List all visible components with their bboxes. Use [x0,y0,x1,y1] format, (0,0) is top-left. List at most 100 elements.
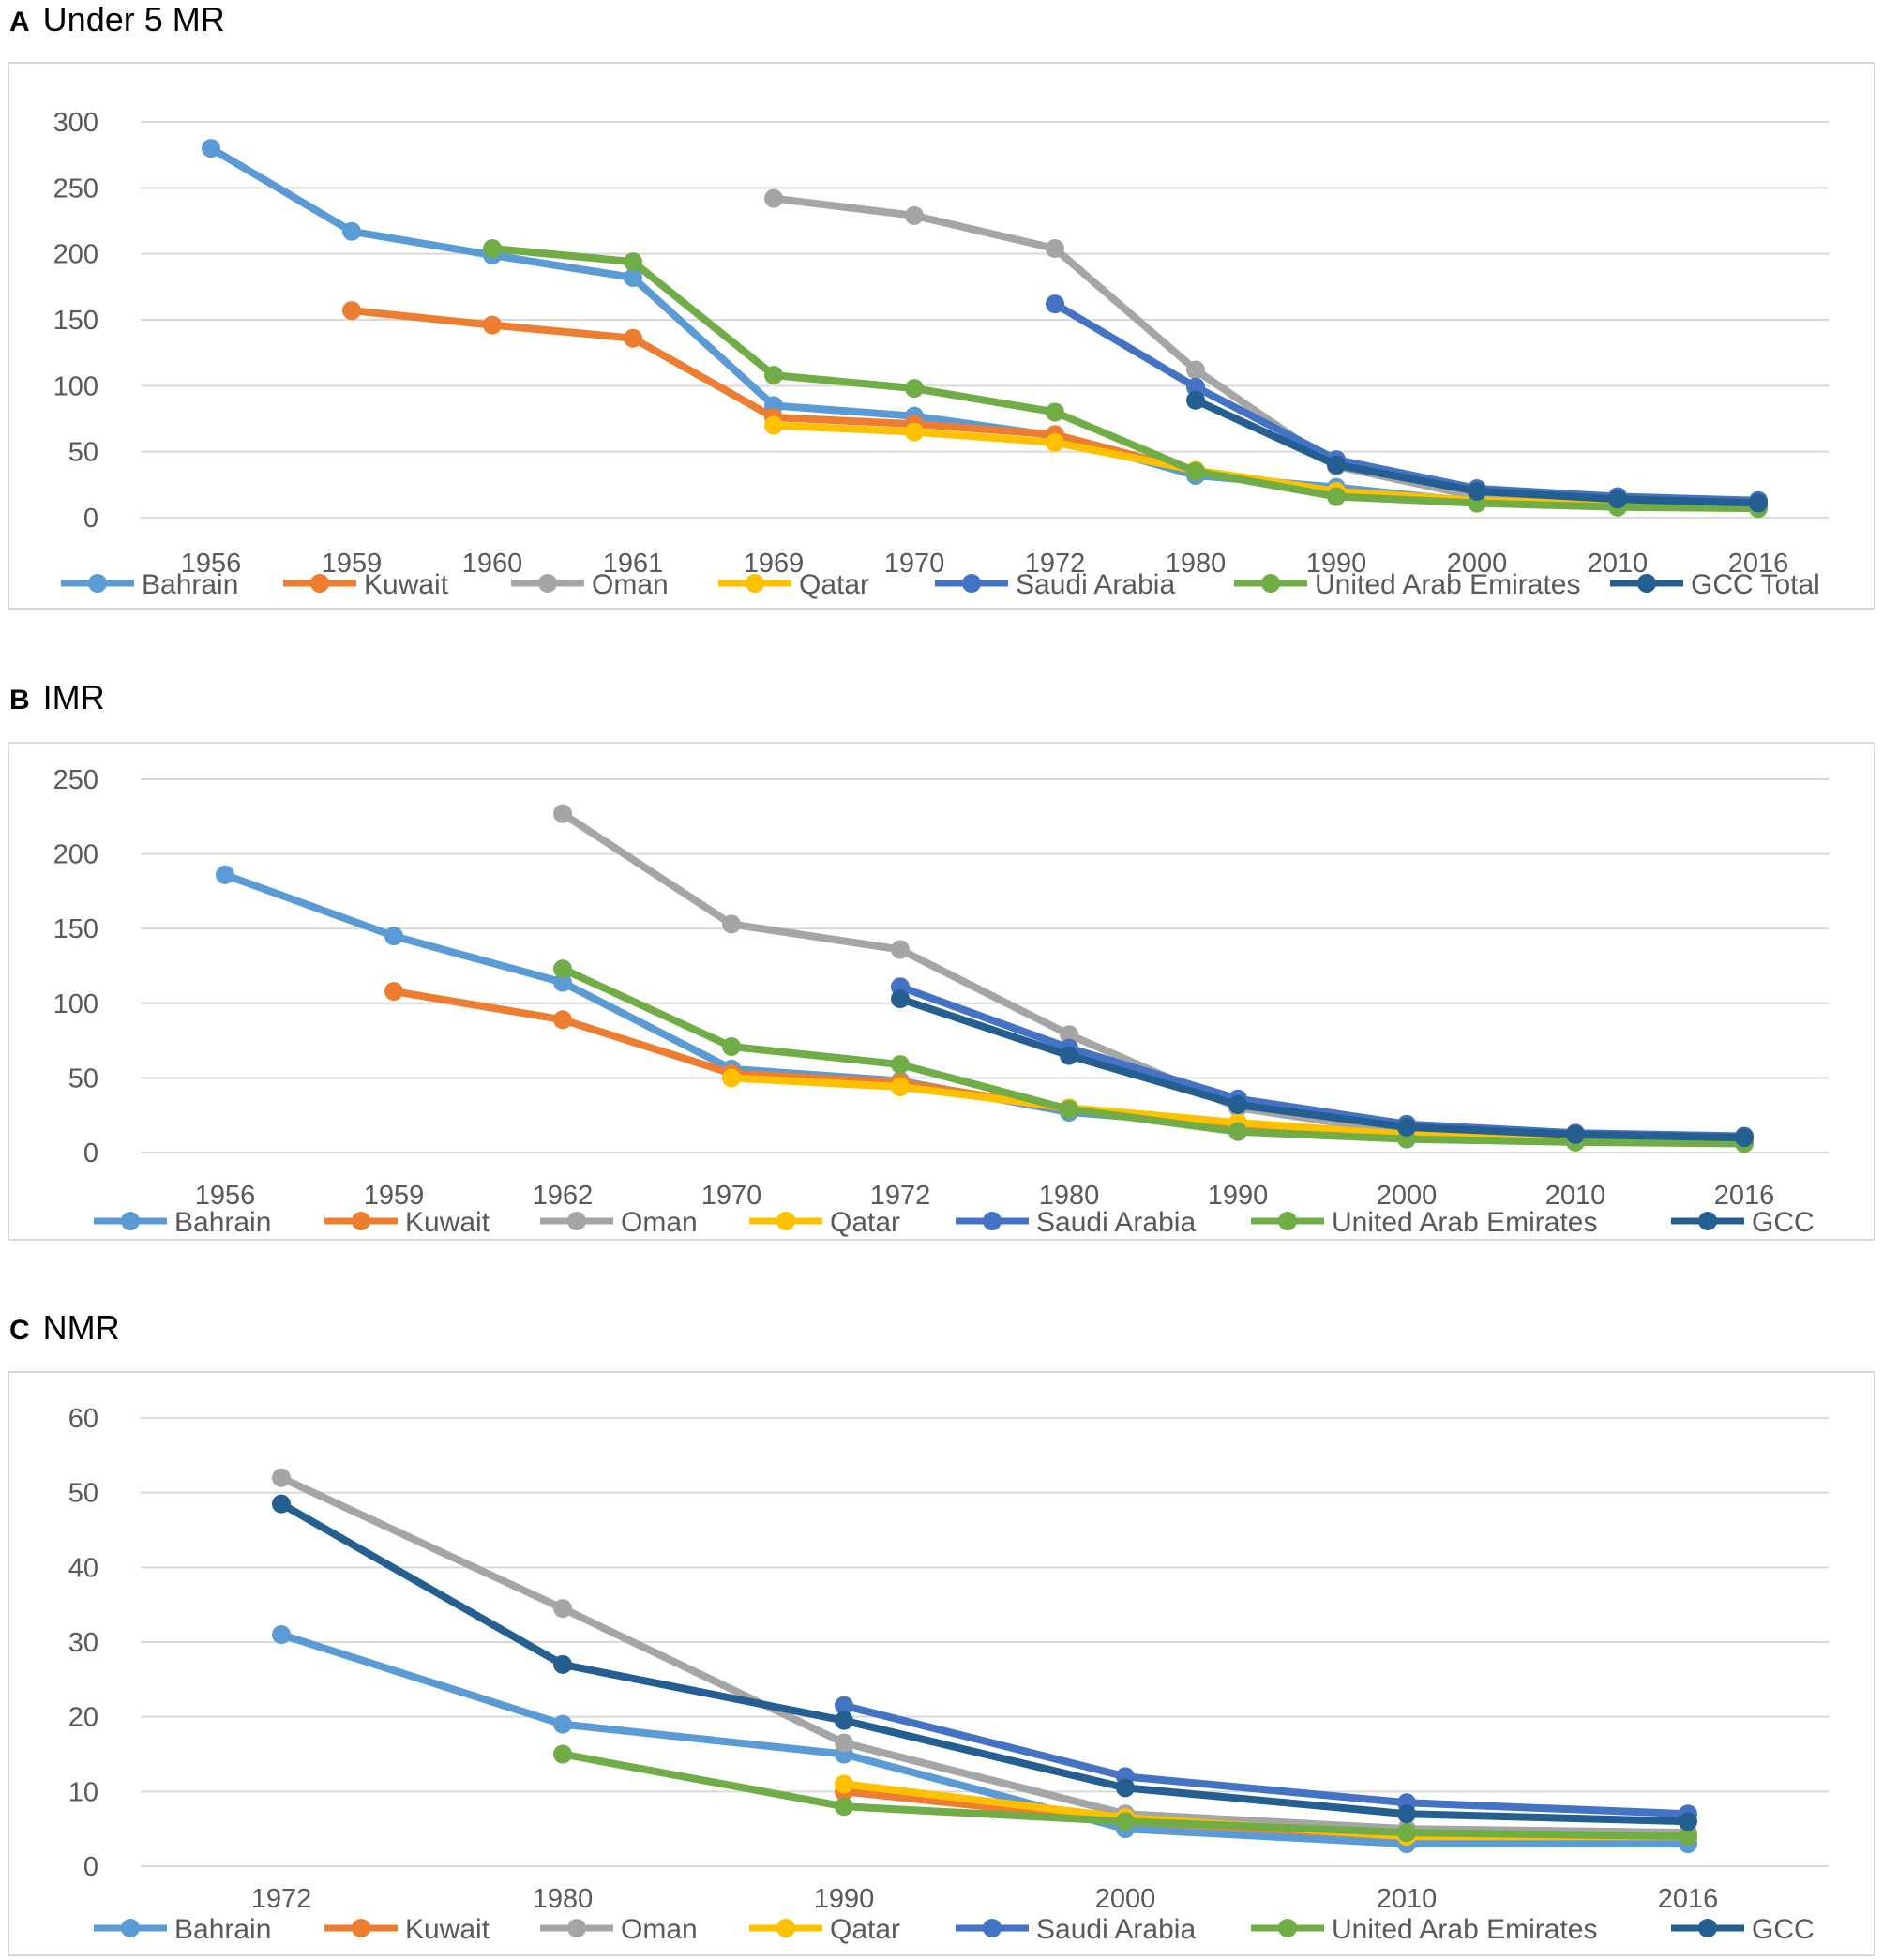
series-line [559,809,1748,1143]
data-point [722,1036,741,1056]
series-line [559,965,1748,1148]
data-point [342,221,361,241]
legend-label: Oman [621,1207,698,1238]
panel-a-title: A Under 5 MR [9,0,225,39]
series-line [207,144,1762,511]
data-point [722,914,741,934]
x-tick-label: 1980 [533,1884,594,1914]
panel-a-letter: A [9,7,30,38]
data-point [1116,1812,1135,1832]
legend-marker [1261,574,1280,593]
legend-marker [962,574,981,593]
legend-marker [1698,1212,1717,1230]
panel-b-title: B IMR [9,678,105,717]
x-tick-label: 1970 [701,1181,762,1211]
x-tick-label: 1962 [533,1181,594,1211]
data-point [1397,1823,1416,1843]
x-tick-label: 1990 [1208,1181,1269,1211]
data-point [1468,481,1486,501]
y-tick-label: 300 [53,108,98,138]
series-oman [272,1468,1697,1843]
y-tick-label: 50 [68,1479,98,1509]
data-point [483,239,502,259]
legend-label: Bahrain [174,1914,271,1945]
series-bahrain [202,139,1768,517]
data-point [1397,1804,1416,1824]
x-tick-label: 2016 [1728,549,1789,579]
data-point [905,205,924,225]
data-point [835,1696,853,1715]
data-point [891,1077,910,1096]
legend-label: Kuwait [405,1207,490,1238]
legend-item: Kuwait [324,1914,490,1945]
chart-a-frame: 0 50 100 150 200 250 300 1956 1959 1960 1961 1969 19… [8,62,1875,610]
data-point [1327,455,1346,475]
data-point [1608,490,1627,509]
data-point [764,415,783,435]
legend-marker [121,1919,140,1937]
legend-marker [567,1919,586,1937]
y-tick-label: 200 [53,240,98,270]
y-tick-label: 0 [83,1138,98,1168]
x-tick-label: 2016 [1658,1884,1719,1914]
data-point [272,1468,291,1487]
data-point [553,1010,572,1030]
series-oman [553,804,1754,1149]
data-point [553,1714,572,1734]
legend-marker [310,574,329,593]
data-point [1186,461,1205,481]
legend-label: GCC [1752,1207,1815,1238]
data-point [1186,360,1205,380]
legend-label: GCC [1752,1914,1815,1945]
legend-item: GCC Total [1610,569,1820,600]
series-gcc-total [1186,390,1768,513]
data-point [764,188,783,208]
data-point [272,1625,291,1645]
legend-label: Saudi Arabia [1036,1914,1196,1945]
y-tick-label: 20 [68,1703,98,1733]
legend-item: Oman [540,1207,698,1238]
data-point [553,959,572,979]
x-tick-label: 1980 [1166,549,1227,579]
legend-marker [538,574,557,593]
x-tick-label: 2010 [1588,549,1649,579]
data-point [764,366,783,385]
legend-marker [776,1919,795,1937]
x-tick-label: 1959 [322,549,383,579]
series-gcc [891,989,1754,1148]
series-line [221,870,1748,1146]
y-tick-label: 60 [68,1404,98,1434]
panel-b-title-text: IMR [42,678,105,716]
x-tick-label: 1990 [1306,549,1367,579]
legend-label: Qatar [799,569,869,600]
legend-label: United Arab Emirates [1332,1207,1597,1238]
panel-c-title-text: NMR [42,1308,120,1347]
y-tick-label: 250 [53,765,98,795]
legend-label: Saudi Arabia [1036,1207,1196,1238]
y-tick-label: 0 [83,504,98,534]
data-point [1228,1095,1247,1115]
y-tick-label: 150 [53,914,98,944]
chart-a: 0 50 100 150 200 250 300 1956 1959 1960 1961 1969 19… [53,108,1829,600]
data-point [624,328,642,348]
series-line [770,194,1762,507]
legend-marker [1698,1919,1717,1937]
y-tick-label: 150 [53,306,98,336]
data-point [891,940,910,959]
legend-item: Qatar [749,1207,900,1238]
series-line [896,995,1748,1142]
x-tick-label: 1970 [884,549,945,579]
x-tick-label: 1959 [364,1181,425,1211]
x-tick-label: 1972 [870,1181,931,1211]
legend-marker [352,1212,370,1230]
y-tick-label: 100 [53,989,98,1019]
legend-item: Kuwait [324,1207,490,1238]
series-united-arab-emirates [483,239,1768,519]
x-tick-label: 1960 [462,549,523,579]
data-point [835,1711,853,1730]
data-point [1046,239,1064,259]
legend-item: Oman [540,1914,698,1945]
data-point [891,989,910,1009]
data-point [1679,1827,1697,1847]
data-point [1186,390,1205,410]
